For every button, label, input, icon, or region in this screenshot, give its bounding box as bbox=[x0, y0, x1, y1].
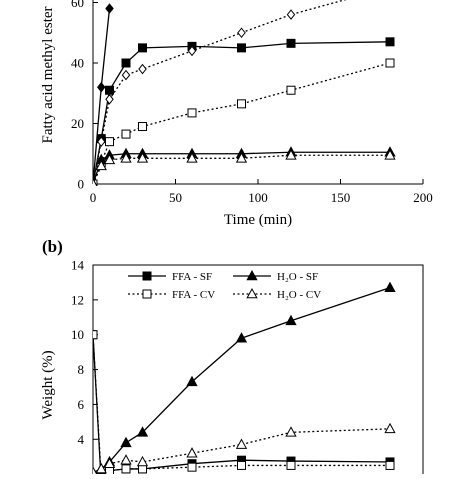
legend-label: H₂O - SF bbox=[277, 271, 318, 283]
series-3-point bbox=[139, 65, 146, 74]
series-4-point bbox=[237, 440, 247, 449]
x-tick-label: 50 bbox=[169, 190, 182, 205]
series-4 bbox=[89, 59, 394, 188]
series-4-point bbox=[122, 130, 130, 138]
series-1-line bbox=[93, 335, 390, 474]
series-4-point bbox=[139, 123, 147, 131]
legend-label: FFA - SF bbox=[172, 271, 212, 283]
legend-marker bbox=[247, 289, 257, 298]
series-2-point bbox=[386, 38, 394, 46]
legend-marker bbox=[143, 272, 151, 280]
series-4-point bbox=[106, 138, 114, 146]
series-1-point bbox=[98, 83, 105, 92]
series-3 bbox=[89, 331, 394, 474]
series-3-point bbox=[238, 28, 245, 37]
series-4-line bbox=[93, 63, 390, 184]
series-4-point bbox=[385, 424, 395, 433]
series-2-point bbox=[106, 86, 114, 94]
y-tick-label: 60 bbox=[71, 0, 84, 10]
panel-b-label: (b) bbox=[42, 237, 63, 256]
y-tick-label: 14 bbox=[71, 258, 85, 273]
series-3-point bbox=[188, 463, 196, 471]
series-3-point bbox=[122, 71, 129, 80]
series-2-point bbox=[139, 44, 147, 52]
legend-item: FFA - SF bbox=[128, 271, 212, 283]
panel-a-x-axis-label: Time (min) bbox=[224, 212, 292, 228]
x-tick-label: 0 bbox=[90, 190, 97, 205]
legend-marker bbox=[143, 290, 151, 298]
y-tick-label: 40 bbox=[71, 56, 84, 71]
x-tick-label: 200 bbox=[413, 190, 433, 205]
y-tick-label: 20 bbox=[71, 116, 84, 131]
series-2-point bbox=[238, 44, 246, 52]
panel-b: (b) 4 6 8 10 12 14 FFA - SF H₂O - SF FFA - CV H₂… bbox=[40, 237, 423, 474]
panel-a-y-axis-label: Fatty acid methyl ester bbox=[40, 6, 56, 143]
y-tick-label: 4 bbox=[78, 432, 85, 447]
x-tick-label: 100 bbox=[248, 190, 268, 205]
legend-item: H₂O - CV bbox=[233, 289, 321, 301]
series-1-point bbox=[106, 4, 113, 13]
series-4-point bbox=[188, 109, 196, 117]
series-3-point bbox=[238, 461, 246, 469]
series-2-point bbox=[385, 283, 395, 292]
y-tick-label: 12 bbox=[71, 292, 84, 307]
panel-a: 0 50 100 150 200 0 20 40 60 Time (min) Fatty ac… bbox=[40, 0, 433, 228]
series-3-point bbox=[122, 465, 130, 473]
series-2-point bbox=[121, 438, 131, 447]
series-2-line bbox=[93, 42, 390, 184]
series-4-point bbox=[121, 455, 131, 464]
series-4-point bbox=[187, 448, 197, 457]
series-3-point bbox=[89, 331, 97, 339]
series-3-point bbox=[287, 10, 294, 19]
series-4-point bbox=[287, 86, 295, 94]
series-6 bbox=[88, 150, 395, 188]
y-tick-label: 8 bbox=[78, 362, 85, 377]
series-2-point bbox=[122, 59, 130, 67]
legend-item: FFA - CV bbox=[128, 289, 215, 301]
x-tick-label: 150 bbox=[331, 190, 351, 205]
legend-label: FFA - CV bbox=[172, 289, 215, 301]
series-3-line bbox=[93, 335, 390, 474]
y-tick-label: 10 bbox=[71, 327, 84, 342]
series-1 bbox=[89, 331, 394, 474]
panel-b-legend: FFA - SF H₂O - SF FFA - CV H₂O - CV bbox=[128, 271, 321, 301]
series-3-point bbox=[287, 461, 295, 469]
series-2 bbox=[89, 38, 394, 188]
legend-label: H₂O - CV bbox=[277, 289, 321, 301]
series-4-point bbox=[386, 59, 394, 67]
panel-b-y-axis-label: Weight (%) bbox=[40, 350, 56, 419]
series-3-point bbox=[386, 461, 394, 469]
legend-item: H₂O - SF bbox=[233, 271, 318, 283]
y-tick-label: 6 bbox=[78, 397, 85, 412]
series-2-point bbox=[287, 39, 295, 47]
series-4-point bbox=[238, 100, 246, 108]
y-tick-label: 0 bbox=[78, 177, 85, 192]
